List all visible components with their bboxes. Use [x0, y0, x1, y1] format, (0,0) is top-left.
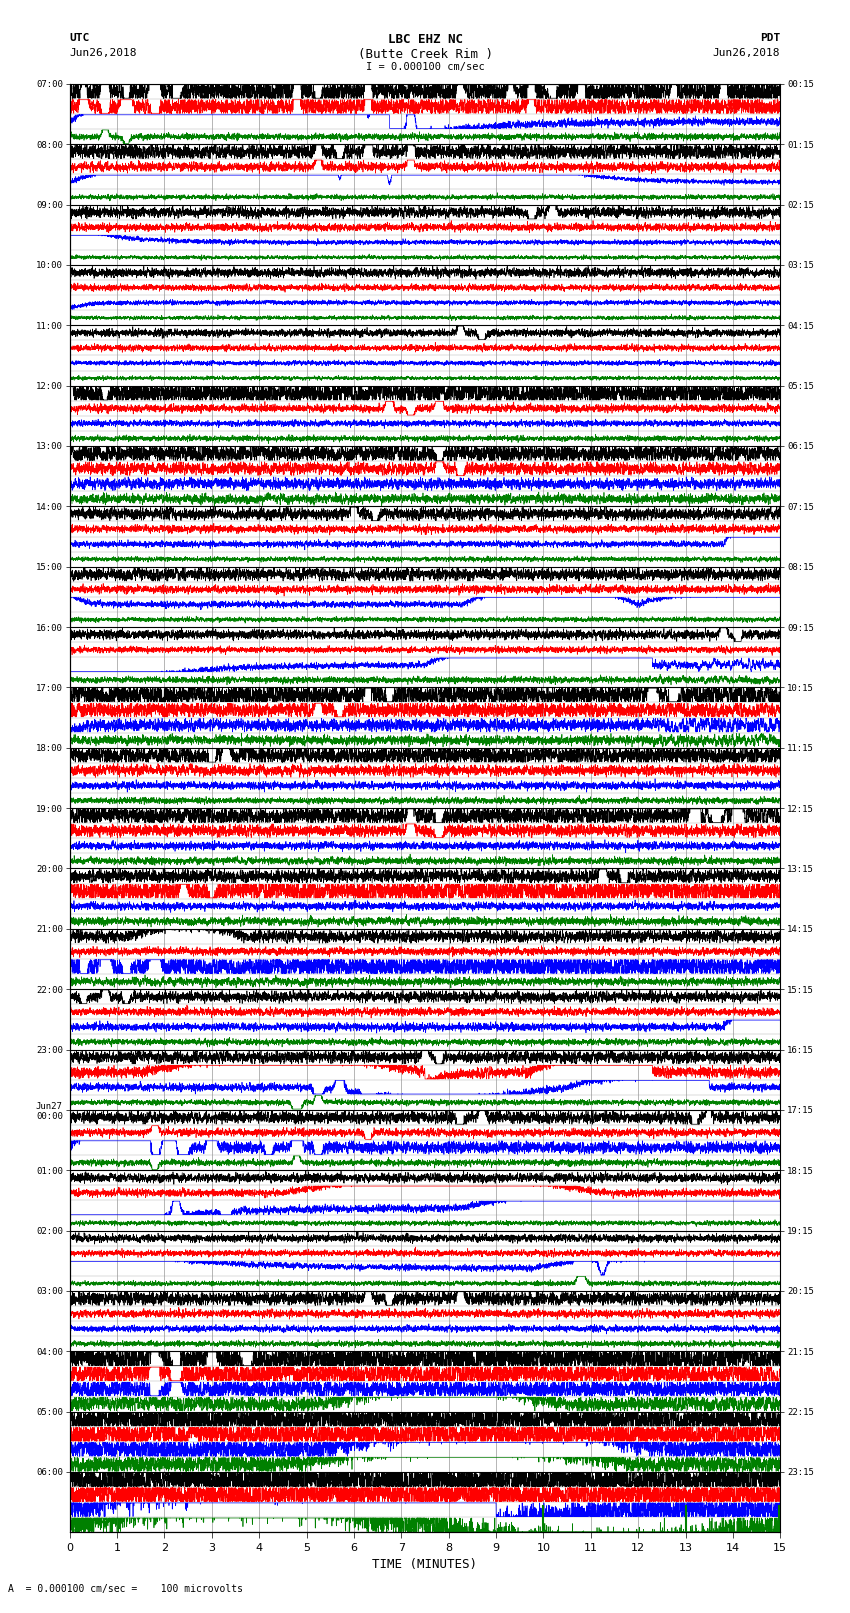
- Text: LBC EHZ NC: LBC EHZ NC: [388, 32, 462, 47]
- Text: Jun26,2018: Jun26,2018: [713, 47, 780, 58]
- Text: UTC: UTC: [70, 32, 90, 44]
- Text: I = 0.000100 cm/sec: I = 0.000100 cm/sec: [366, 63, 484, 73]
- Text: (Butte Creek Rim ): (Butte Creek Rim ): [358, 47, 492, 61]
- X-axis label: TIME (MINUTES): TIME (MINUTES): [372, 1558, 478, 1571]
- Text: PDT: PDT: [760, 32, 780, 44]
- Text: A  = 0.000100 cm/sec =    100 microvolts: A = 0.000100 cm/sec = 100 microvolts: [8, 1584, 243, 1594]
- Text: Jun26,2018: Jun26,2018: [70, 47, 137, 58]
